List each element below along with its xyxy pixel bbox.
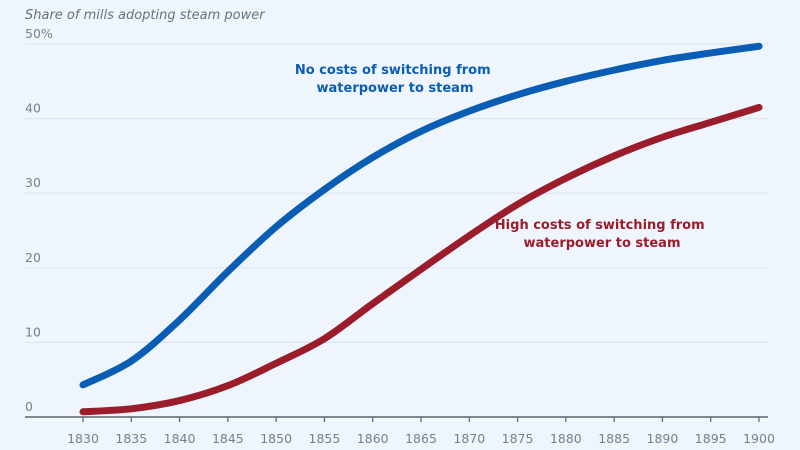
y-tick-labels: 0 10 20 30 40 50%	[25, 26, 53, 414]
y-axis-title: Share of mills adopting steam power	[25, 8, 266, 23]
x-tick-label: 1860	[357, 431, 389, 446]
x-tick-label: 1900	[743, 431, 775, 446]
x-tick-label: 1855	[309, 431, 341, 446]
annotation-no-costs-line-1: No costs of switching from	[295, 63, 491, 78]
gridlines	[25, 43, 768, 343]
x-ticks: 1830 1835 1840 1845 1850 1855 1860 1865 1870 1875…	[67, 417, 775, 446]
series-lines	[79, 42, 763, 416]
annotation-high-costs-line-1: High costs of switching from	[495, 218, 705, 233]
series-line-high-costs	[79, 103, 763, 416]
x-tick-label: 1870	[453, 431, 485, 446]
series-line-no-costs	[79, 42, 763, 389]
x-tick-label: 1885	[598, 431, 630, 446]
x-tick-label: 1845	[212, 431, 244, 446]
x-tick-label: 1865	[405, 431, 437, 446]
y-tick-label: 40	[25, 101, 41, 116]
annotation-high-costs-line-2: waterpower to steam	[524, 236, 681, 251]
y-tick-label: 20	[25, 250, 41, 265]
x-tick-label: 1895	[695, 431, 727, 446]
x-tick-label: 1850	[260, 431, 292, 446]
x-tick-label: 1875	[502, 431, 534, 446]
x-tick-label: 1835	[115, 431, 147, 446]
y-tick-label: 10	[25, 324, 41, 339]
annotation-no-costs: No costs of switching from waterpower to…	[295, 63, 495, 96]
x-tick-label: 1840	[164, 431, 196, 446]
x-tick-label: 1830	[67, 431, 99, 446]
x-tick-label: 1890	[647, 431, 679, 446]
y-tick-label: 0	[25, 399, 33, 414]
annotation-high-costs: High costs of switching from waterpower …	[495, 218, 709, 251]
y-tick-label: 50%	[25, 26, 53, 41]
annotation-no-costs-line-2: waterpower to steam	[317, 81, 474, 96]
y-tick-label: 30	[25, 175, 41, 190]
x-tick-label: 1880	[550, 431, 582, 446]
